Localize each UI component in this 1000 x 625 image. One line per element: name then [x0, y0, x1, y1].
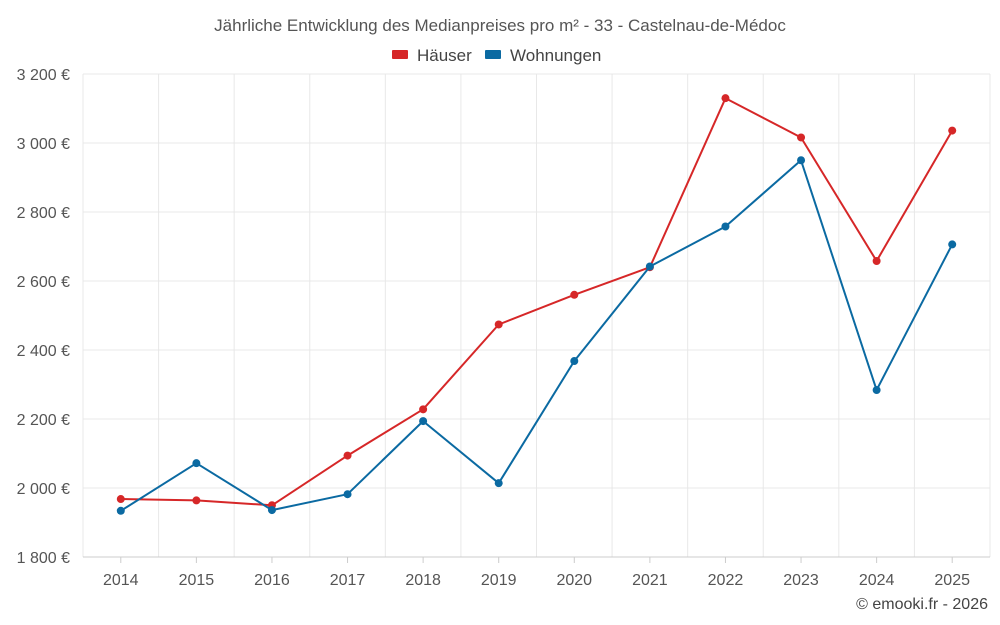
grid — [82, 73, 991, 557]
x-tick-label: 2022 — [708, 572, 744, 589]
legend-label-wohnungen: Wohnungen — [510, 46, 601, 65]
legend-label-haeuser: Häuser — [417, 46, 472, 65]
series-layer — [116, 94, 957, 515]
data-point-wohnungen[interactable] — [192, 459, 201, 468]
x-tick-label: 2023 — [783, 572, 819, 589]
legend-item-wohnungen[interactable]: Wohnungen — [485, 46, 601, 65]
legend-item-haeuser[interactable]: Häuser — [392, 46, 472, 65]
data-point-haeuser[interactable] — [872, 256, 881, 265]
copyright-text: © emooki.fr - 2026 — [856, 596, 988, 613]
series-wohnungen — [116, 156, 957, 515]
y-axis: 1 800 € 2 000 € 2 200 € 2 400 € 2 600 € 2 800… — [17, 67, 70, 567]
y-tick-label: 3 000 € — [17, 136, 70, 153]
x-tick-label: 2021 — [632, 572, 668, 589]
data-point-wohnungen[interactable] — [494, 479, 503, 488]
data-point-wohnungen[interactable] — [948, 240, 957, 249]
data-point-haeuser[interactable] — [797, 133, 806, 142]
chart-title: Jährliche Entwicklung des Medianpreises … — [214, 16, 786, 35]
y-tick-label: 3 200 € — [17, 67, 70, 84]
legend-swatch-haeuser — [392, 50, 408, 59]
data-point-wohnungen[interactable] — [419, 417, 428, 426]
x-tick-label: 2019 — [481, 572, 517, 589]
legend-swatch-wohnungen — [485, 50, 501, 59]
data-point-haeuser[interactable] — [948, 126, 957, 135]
y-tick-label: 1 800 € — [17, 550, 70, 567]
data-point-wohnungen[interactable] — [872, 386, 881, 395]
x-tick-label: 2024 — [859, 572, 895, 589]
data-point-wohnungen[interactable] — [645, 262, 654, 271]
y-tick-label: 2 800 € — [17, 205, 70, 222]
data-point-wohnungen[interactable] — [570, 357, 579, 366]
y-tick-label: 2 000 € — [17, 481, 70, 498]
data-point-haeuser[interactable] — [343, 451, 352, 460]
data-point-haeuser[interactable] — [419, 405, 428, 414]
x-axis: 2014 2015 2016 2017 2018 2019 2020 2021 2022 2023… — [83, 556, 990, 589]
data-point-wohnungen[interactable] — [797, 156, 806, 165]
y-tick-label: 2 200 € — [17, 412, 70, 429]
data-point-wohnungen[interactable] — [116, 506, 125, 515]
y-tick-label: 2 400 € — [17, 343, 70, 360]
x-tick-label: 2016 — [254, 572, 290, 589]
data-point-haeuser[interactable] — [116, 495, 125, 504]
data-point-wohnungen[interactable] — [721, 222, 730, 231]
x-tick-label: 2018 — [405, 572, 441, 589]
series-line-wohnungen — [120, 159, 954, 512]
data-point-haeuser[interactable] — [721, 94, 730, 103]
legend: Häuser Wohnungen — [392, 46, 601, 65]
data-point-wohnungen[interactable] — [267, 506, 276, 515]
y-tick-label: 2 600 € — [17, 274, 70, 291]
data-point-haeuser[interactable] — [570, 290, 579, 299]
x-tick-label: 2014 — [103, 572, 139, 589]
x-tick-label: 2017 — [330, 572, 366, 589]
data-point-haeuser[interactable] — [192, 496, 201, 505]
x-tick-label: 2015 — [179, 572, 215, 589]
series-line-haeuser — [120, 97, 954, 507]
data-point-haeuser[interactable] — [494, 320, 503, 329]
x-tick-label: 2020 — [556, 572, 592, 589]
x-tick-label: 2025 — [934, 572, 970, 589]
data-point-wohnungen[interactable] — [343, 490, 352, 499]
